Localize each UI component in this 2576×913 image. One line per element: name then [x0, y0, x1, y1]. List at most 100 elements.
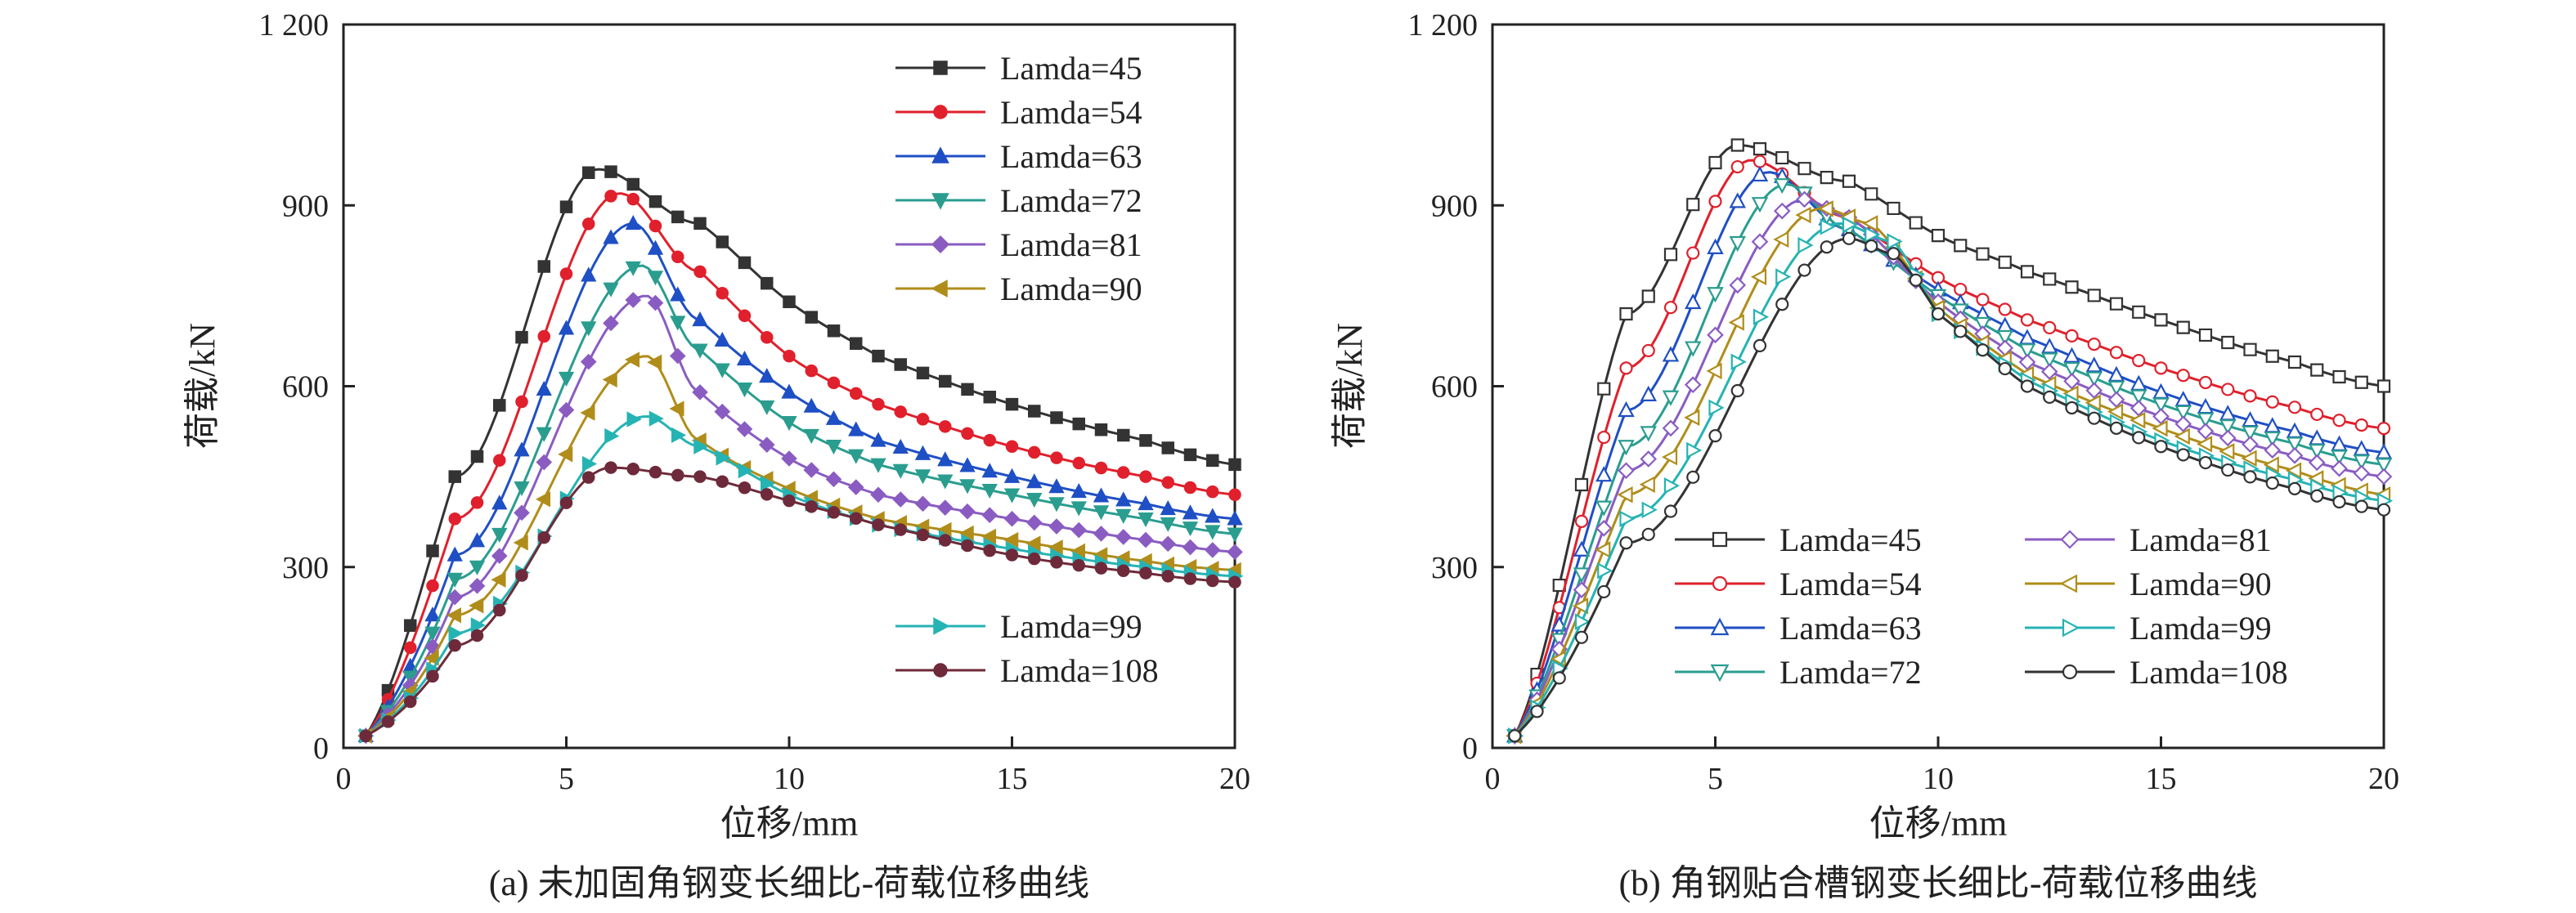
data-point — [671, 468, 684, 482]
data-point — [758, 436, 775, 453]
data-point — [1641, 527, 1655, 541]
data-point — [1228, 575, 1241, 589]
data-point — [2243, 470, 2257, 484]
data-point — [1050, 556, 1063, 569]
data-point — [1094, 423, 1108, 436]
y-tick-label: 900 — [282, 189, 329, 223]
data-point — [2241, 450, 2257, 467]
data-point — [1183, 481, 1197, 495]
series — [359, 165, 1241, 742]
data-point — [1662, 346, 1680, 362]
data-point — [981, 528, 996, 545]
data-point — [761, 475, 776, 492]
data-point — [914, 495, 931, 512]
data-point — [1595, 541, 1611, 558]
data-point — [2308, 454, 2326, 472]
data-point — [1998, 361, 2012, 376]
data-point — [2154, 361, 2168, 375]
legend-marker — [933, 663, 948, 678]
data-point — [2332, 369, 2346, 384]
x-tick-label: 0 — [336, 762, 352, 796]
data-point — [1998, 255, 2012, 269]
data-point — [424, 626, 441, 642]
data-point — [381, 715, 395, 728]
data-point — [1686, 470, 1700, 484]
series — [359, 190, 1241, 742]
y-tick-label: 600 — [1431, 370, 1478, 405]
x-axis-label: 位移/mm — [1869, 803, 2008, 844]
series-layer — [357, 165, 1244, 745]
data-point — [559, 267, 573, 280]
data-point — [2176, 320, 2190, 334]
legend-item: Lamda=81 — [2025, 521, 2272, 558]
data-point — [1729, 276, 1747, 294]
data-point — [559, 496, 573, 509]
data-point — [447, 546, 463, 562]
data-point — [2063, 373, 2080, 390]
data-point — [1595, 520, 1613, 537]
data-point — [1708, 429, 1722, 443]
data-point — [2198, 328, 2213, 342]
data-point — [894, 405, 907, 418]
data-point — [870, 458, 886, 473]
data-point — [1206, 454, 1219, 468]
data-point — [1005, 397, 1019, 411]
data-point — [1887, 247, 1901, 261]
data-point — [1574, 514, 1589, 528]
data-point — [693, 438, 709, 454]
data-point — [2154, 440, 2168, 454]
data-point — [1931, 307, 1945, 321]
series-line — [1513, 159, 2385, 737]
data-point — [582, 455, 598, 472]
legend-label: Lamda=81 — [1000, 226, 1142, 263]
data-point — [2065, 280, 2079, 294]
data-point — [759, 400, 775, 415]
data-point — [693, 470, 707, 483]
data-point — [961, 427, 974, 441]
data-point — [493, 454, 506, 467]
data-point — [2331, 450, 2348, 466]
data-point — [1619, 510, 1636, 527]
data-point — [2243, 389, 2257, 403]
data-point — [1817, 200, 1833, 217]
data-point — [759, 368, 775, 383]
data-point — [1160, 517, 1176, 532]
data-point — [848, 421, 864, 436]
data-point — [693, 217, 707, 230]
data-point — [515, 330, 528, 344]
data-point — [781, 383, 797, 399]
data-point — [624, 351, 640, 368]
data-point — [1706, 362, 1722, 380]
data-point — [1048, 539, 1063, 556]
data-point — [872, 349, 885, 363]
data-point — [2196, 436, 2213, 453]
data-point — [448, 625, 464, 642]
data-point — [937, 451, 954, 467]
data-point — [1641, 289, 1655, 303]
data-point — [848, 449, 864, 464]
data-point — [603, 315, 619, 332]
data-point — [2085, 382, 2103, 400]
legend-item: Lamda=72 — [895, 182, 1142, 219]
data-point — [1640, 426, 1657, 442]
legend-marker — [931, 280, 948, 298]
series-line — [365, 222, 1236, 737]
data-point — [872, 518, 885, 531]
data-point — [1573, 581, 1591, 598]
data-point — [805, 311, 818, 324]
legend-label: Lamda=63 — [1000, 138, 1142, 175]
y-tick-group: 0 300 600 900 1 200 — [259, 8, 355, 766]
data-point — [761, 331, 774, 344]
data-point — [1773, 230, 1789, 248]
data-point — [1998, 302, 2012, 316]
series — [357, 215, 1243, 742]
data-point — [2219, 419, 2237, 436]
legend-label: Lamda=99 — [2129, 610, 2272, 647]
legend-item: Lamda=54 — [895, 94, 1142, 131]
data-point — [447, 589, 464, 606]
data-point — [2154, 313, 2168, 327]
data-point — [1228, 488, 1241, 501]
x-tick-label: 5 — [1708, 762, 1723, 796]
data-point — [716, 235, 729, 248]
data-point — [1661, 448, 1678, 466]
